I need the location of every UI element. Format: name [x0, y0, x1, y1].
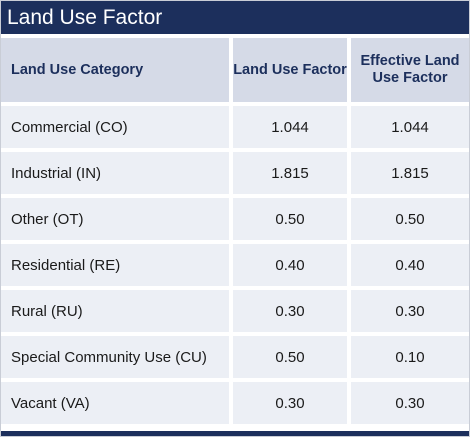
table-row: Special Community Use (CU) 0.50 0.10	[1, 336, 469, 378]
effective-factor-cell: 0.40	[351, 244, 469, 286]
category-cell: Residential (RE)	[1, 244, 229, 286]
table-row: Residential (RE) 0.40 0.40	[1, 244, 469, 286]
factor-cell: 0.50	[233, 198, 347, 240]
effective-factor-cell: 0.30	[351, 382, 469, 424]
header-effective-land-use-factor: Effective Land Use Factor	[351, 38, 469, 102]
table-row: Other (OT) 0.50 0.50	[1, 198, 469, 240]
table-row: Commercial (CO) 1.044 1.044	[1, 106, 469, 148]
page-title: Land Use Factor	[1, 1, 469, 34]
factor-cell: 0.30	[233, 290, 347, 332]
factor-cell: 1.815	[233, 152, 347, 194]
factor-cell: 0.50	[233, 336, 347, 378]
table-row: Rural (RU) 0.30 0.30	[1, 290, 469, 332]
effective-factor-cell: 0.50	[351, 198, 469, 240]
bottom-accent-bar	[1, 431, 469, 436]
effective-factor-cell: 1.815	[351, 152, 469, 194]
table-row: Industrial (IN) 1.815 1.815	[1, 152, 469, 194]
table-row: Vacant (VA) 0.30 0.30	[1, 382, 469, 424]
factor-cell: 0.40	[233, 244, 347, 286]
header-land-use-category: Land Use Category	[1, 38, 229, 102]
factor-cell: 0.30	[233, 382, 347, 424]
category-cell: Rural (RU)	[1, 290, 229, 332]
category-cell: Vacant (VA)	[1, 382, 229, 424]
factor-cell: 1.044	[233, 106, 347, 148]
category-cell: Other (OT)	[1, 198, 229, 240]
category-cell: Industrial (IN)	[1, 152, 229, 194]
category-cell: Special Community Use (CU)	[1, 336, 229, 378]
category-cell: Commercial (CO)	[1, 106, 229, 148]
table-header-row: Land Use Category Land Use Factor Effect…	[1, 38, 469, 102]
effective-factor-cell: 1.044	[351, 106, 469, 148]
land-use-table: Land Use Category Land Use Factor Effect…	[1, 38, 469, 428]
effective-factor-cell: 0.10	[351, 336, 469, 378]
effective-factor-cell: 0.30	[351, 290, 469, 332]
header-land-use-factor: Land Use Factor	[233, 38, 347, 102]
